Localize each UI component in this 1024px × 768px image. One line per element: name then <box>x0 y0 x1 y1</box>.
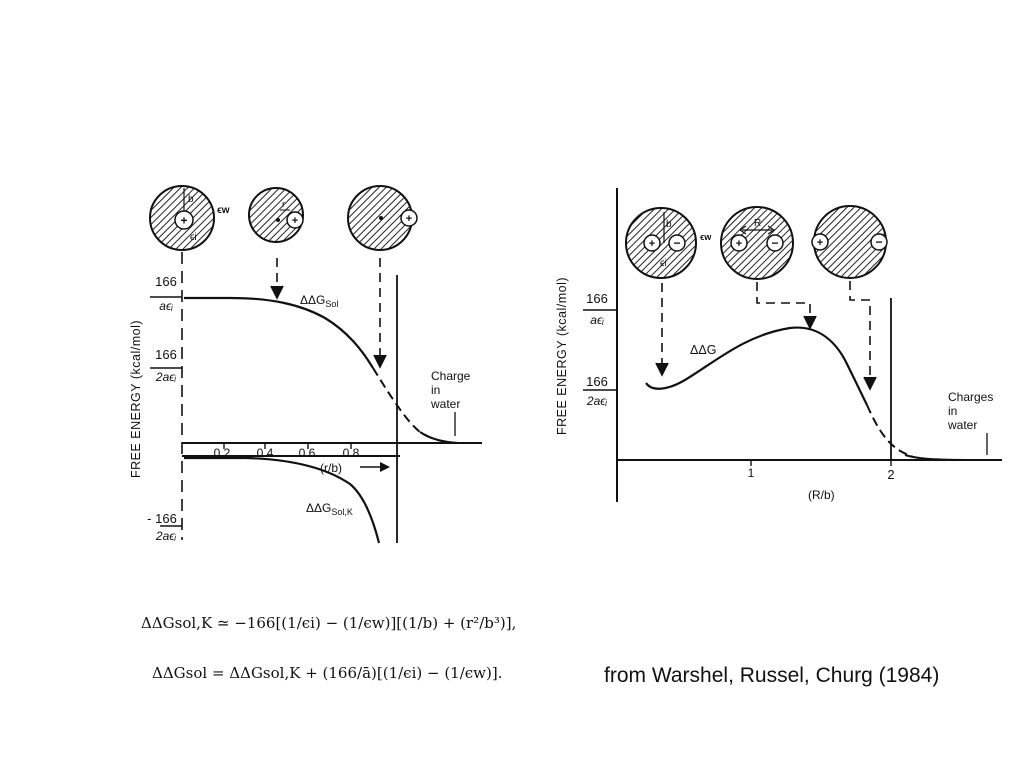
right-label-ddg: ΔΔG <box>690 343 716 357</box>
left-xtick-0.2: 0.2 <box>214 446 231 460</box>
left-xtick-0.6: 0.6 <box>299 446 316 460</box>
left-ytick-3-den: 2aϵᵢ <box>155 529 177 543</box>
left-curve-ddg-solk <box>184 456 381 544</box>
right-curve-ddg <box>645 326 868 406</box>
left-ytick-2-num: 166 <box>155 347 177 362</box>
left-y-axis-label: FREE ENERGY (kcal/mol) <box>129 320 143 478</box>
right-arrows <box>655 281 877 391</box>
right-ytick-2-den: 2aϵᵢ <box>586 394 608 408</box>
sphere-ew-label: ϵw <box>217 205 230 216</box>
right-sphere-ei-label: ϵi <box>660 258 667 269</box>
right-curve-ddg-dashed <box>866 404 913 457</box>
left-sphere-3: + <box>347 185 418 251</box>
right-note-line-3: water <box>947 418 977 432</box>
right-x-axis-label: (R/b) <box>808 488 835 502</box>
right-ytick-2-num: 166 <box>586 374 608 389</box>
left-curve-ddg-sol <box>184 296 374 369</box>
left-label-ddg-sol: ΔΔGSol <box>300 293 338 309</box>
right-panel: + − b ϵi ϵw + − R + − <box>555 188 1002 502</box>
left-sphere-1: + b ϵi ϵw <box>149 185 230 251</box>
right-sphere-b-label: b <box>666 219 672 230</box>
right-sphere-ew-label: ϵw <box>700 232 712 242</box>
left-label-ddg-solk: ΔΔGSol,K <box>306 501 353 517</box>
sphere-r-label: r <box>282 199 285 209</box>
right-xtick-1: 1 <box>748 466 755 480</box>
left-panel: + b ϵi ϵw + r + <box>129 185 482 544</box>
svg-text:+: + <box>292 215 298 227</box>
left-ytick-1-num: 166 <box>155 274 177 289</box>
left-arrows <box>270 258 387 369</box>
left-note-line-1: Charge <box>431 369 471 383</box>
svg-text:−: − <box>875 235 882 249</box>
svg-text:+: + <box>736 238 742 250</box>
right-note-line-1: Charges <box>948 390 993 404</box>
left-xtick-0.4: 0.4 <box>257 446 274 460</box>
right-sphere-1: + − b ϵi ϵw <box>625 207 712 279</box>
left-xtick-0.8: 0.8 <box>343 446 360 460</box>
svg-text:+: + <box>180 214 187 228</box>
svg-text:+: + <box>649 238 655 250</box>
left-ytick-3-num: - 166 <box>147 511 177 526</box>
right-sphere-3: + − <box>811 205 888 279</box>
right-sphere-R-label: R <box>754 218 761 229</box>
right-note-line-2: in <box>948 404 957 418</box>
left-ytick-1-den: aϵᵢ <box>159 299 173 313</box>
equation-1: ΔΔGsol,K ≃ −166[(1/ϵi) − (1/ϵw)][(1/b) +… <box>141 614 516 632</box>
svg-text:+: + <box>406 213 412 225</box>
equation-2: ΔΔGsol = ΔΔGsol,K + (166/ā)[(1/ϵi) − (1/… <box>152 664 502 682</box>
left-note-line-3: water <box>430 397 460 411</box>
right-y-axis-label: FREE ENERGY (kcal/mol) <box>555 277 569 435</box>
right-sphere-2: + − R <box>720 206 794 280</box>
right-ytick-1-num: 166 <box>586 291 608 306</box>
left-curve-ddg-sol-tail <box>419 431 459 444</box>
svg-text:−: − <box>673 236 680 250</box>
svg-text:−: − <box>771 236 778 250</box>
left-ytick-2-den: 2aϵᵢ <box>155 370 177 384</box>
right-curve-ddg-tail <box>904 454 976 461</box>
left-note-line-2: in <box>431 383 440 397</box>
svg-text:+: + <box>817 237 823 249</box>
source-credit: from Warshel, Russel, Churg (1984) <box>604 664 940 687</box>
right-ytick-1-den: aϵᵢ <box>590 313 604 327</box>
left-x-ticks <box>223 443 352 449</box>
sphere-b-label: b <box>188 194 194 205</box>
sphere-ei-label: ϵi <box>190 232 197 243</box>
right-xtick-2: 2 <box>887 467 894 482</box>
left-sphere-2: + r <box>248 187 304 243</box>
left-x-arrow <box>360 462 390 472</box>
